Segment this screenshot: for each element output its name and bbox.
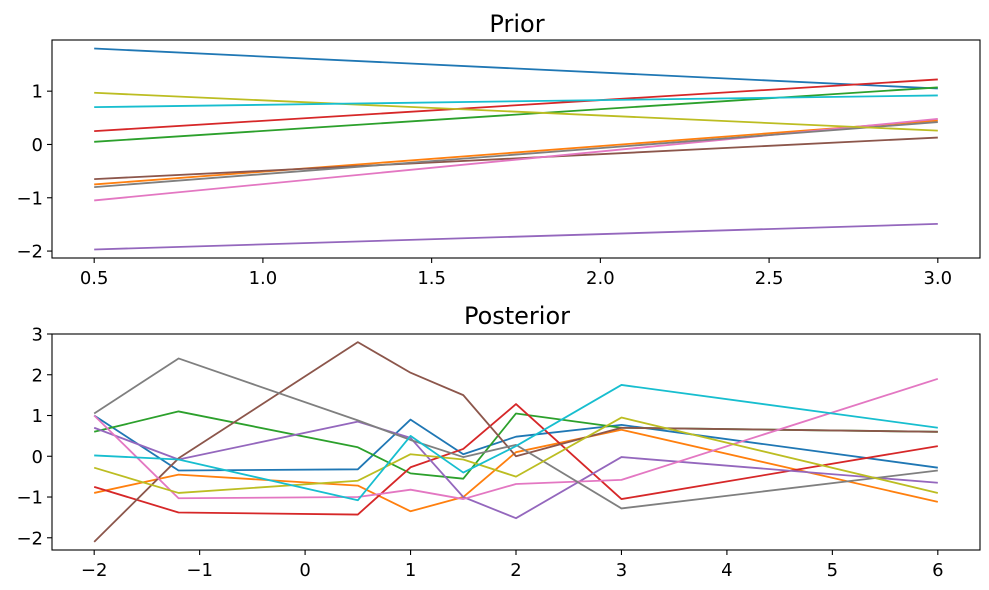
posterior-y-tick-label: 3 [32,325,43,346]
prior-x-tick-label: 1.0 [249,268,278,289]
prior-series-line-4 [94,78,938,133]
posterior-y-tick-label: 1 [32,406,43,427]
prior-series-line-8 [94,121,938,189]
prior-y-tick-label: 1 [32,82,43,103]
prior-x-tick-label: 2.0 [586,268,615,289]
posterior-x-tick-label: 3 [616,560,627,581]
posterior-x-tick-label: 1 [405,560,416,581]
prior-series-line-5 [94,222,938,251]
prior-x-tick-label: 2.5 [755,268,784,289]
prior-y-tick-label: −1 [16,188,43,209]
posterior-x-tick-label: 6 [932,560,943,581]
prior-y-tick-label: −2 [16,242,43,263]
prior-series-line-9 [94,91,938,132]
prior-x-tick-label: 3.0 [923,268,952,289]
prior-title: Prior [489,10,544,38]
prior-x-axis: 0.5 1.0 1.5 2.0 2.5 3.0 [80,258,952,289]
prior-y-axis: −2 −1 0 1 [16,82,52,263]
posterior-title: Posterior [464,302,570,330]
posterior-series-line-5 [93,420,938,520]
posterior-chart: Posterior −2 −1 0 1 2 3 4 5 6 −2 −1 0 1 2 3 [16,302,981,581]
posterior-y-tick-label: 2 [32,365,43,386]
posterior-series-line-6 [93,341,938,543]
posterior-plot-frame [51,333,981,551]
posterior-series-line-9 [93,416,939,494]
posterior-series-group [93,341,939,543]
prior-y-tick-label: 0 [32,135,43,156]
prior-x-tick-label: 1.5 [417,268,446,289]
posterior-series-line-7 [93,377,939,500]
prior-series-line-1 [94,47,938,90]
prior-plot-frame [51,39,981,259]
prior-series-line-2 [94,119,938,186]
posterior-x-tick-label: 0 [299,560,310,581]
prior-series-group [94,47,938,251]
posterior-series-line-2 [93,428,939,513]
posterior-series-line-10 [94,384,938,502]
posterior-y-tick-label: 0 [32,447,43,468]
posterior-series-line-4 [93,403,938,516]
posterior-y-tick-label: −1 [16,488,43,509]
posterior-series-line-8 [93,357,938,510]
posterior-x-tick-label: 2 [510,560,521,581]
prior-series-line-10 [94,94,938,109]
prior-series-line-3 [94,86,938,143]
posterior-x-tick-label: −2 [81,560,108,581]
posterior-series-line-3 [93,410,938,480]
prior-x-tick-label: 0.5 [80,268,109,289]
posterior-x-tick-label: −1 [186,560,213,581]
prior-series-line-6 [94,136,938,181]
prior-chart: Prior 0.5 1.0 1.5 2.0 2.5 3.0 −2 −1 0 1 [16,10,981,289]
posterior-x-tick-label: 4 [721,560,732,581]
posterior-y-tick-label: −2 [16,528,43,549]
posterior-x-tick-label: 5 [827,560,838,581]
posterior-y-axis: −2 −1 0 1 2 3 [16,325,52,549]
posterior-x-axis: −2 −1 0 1 2 3 4 5 6 [81,550,944,581]
